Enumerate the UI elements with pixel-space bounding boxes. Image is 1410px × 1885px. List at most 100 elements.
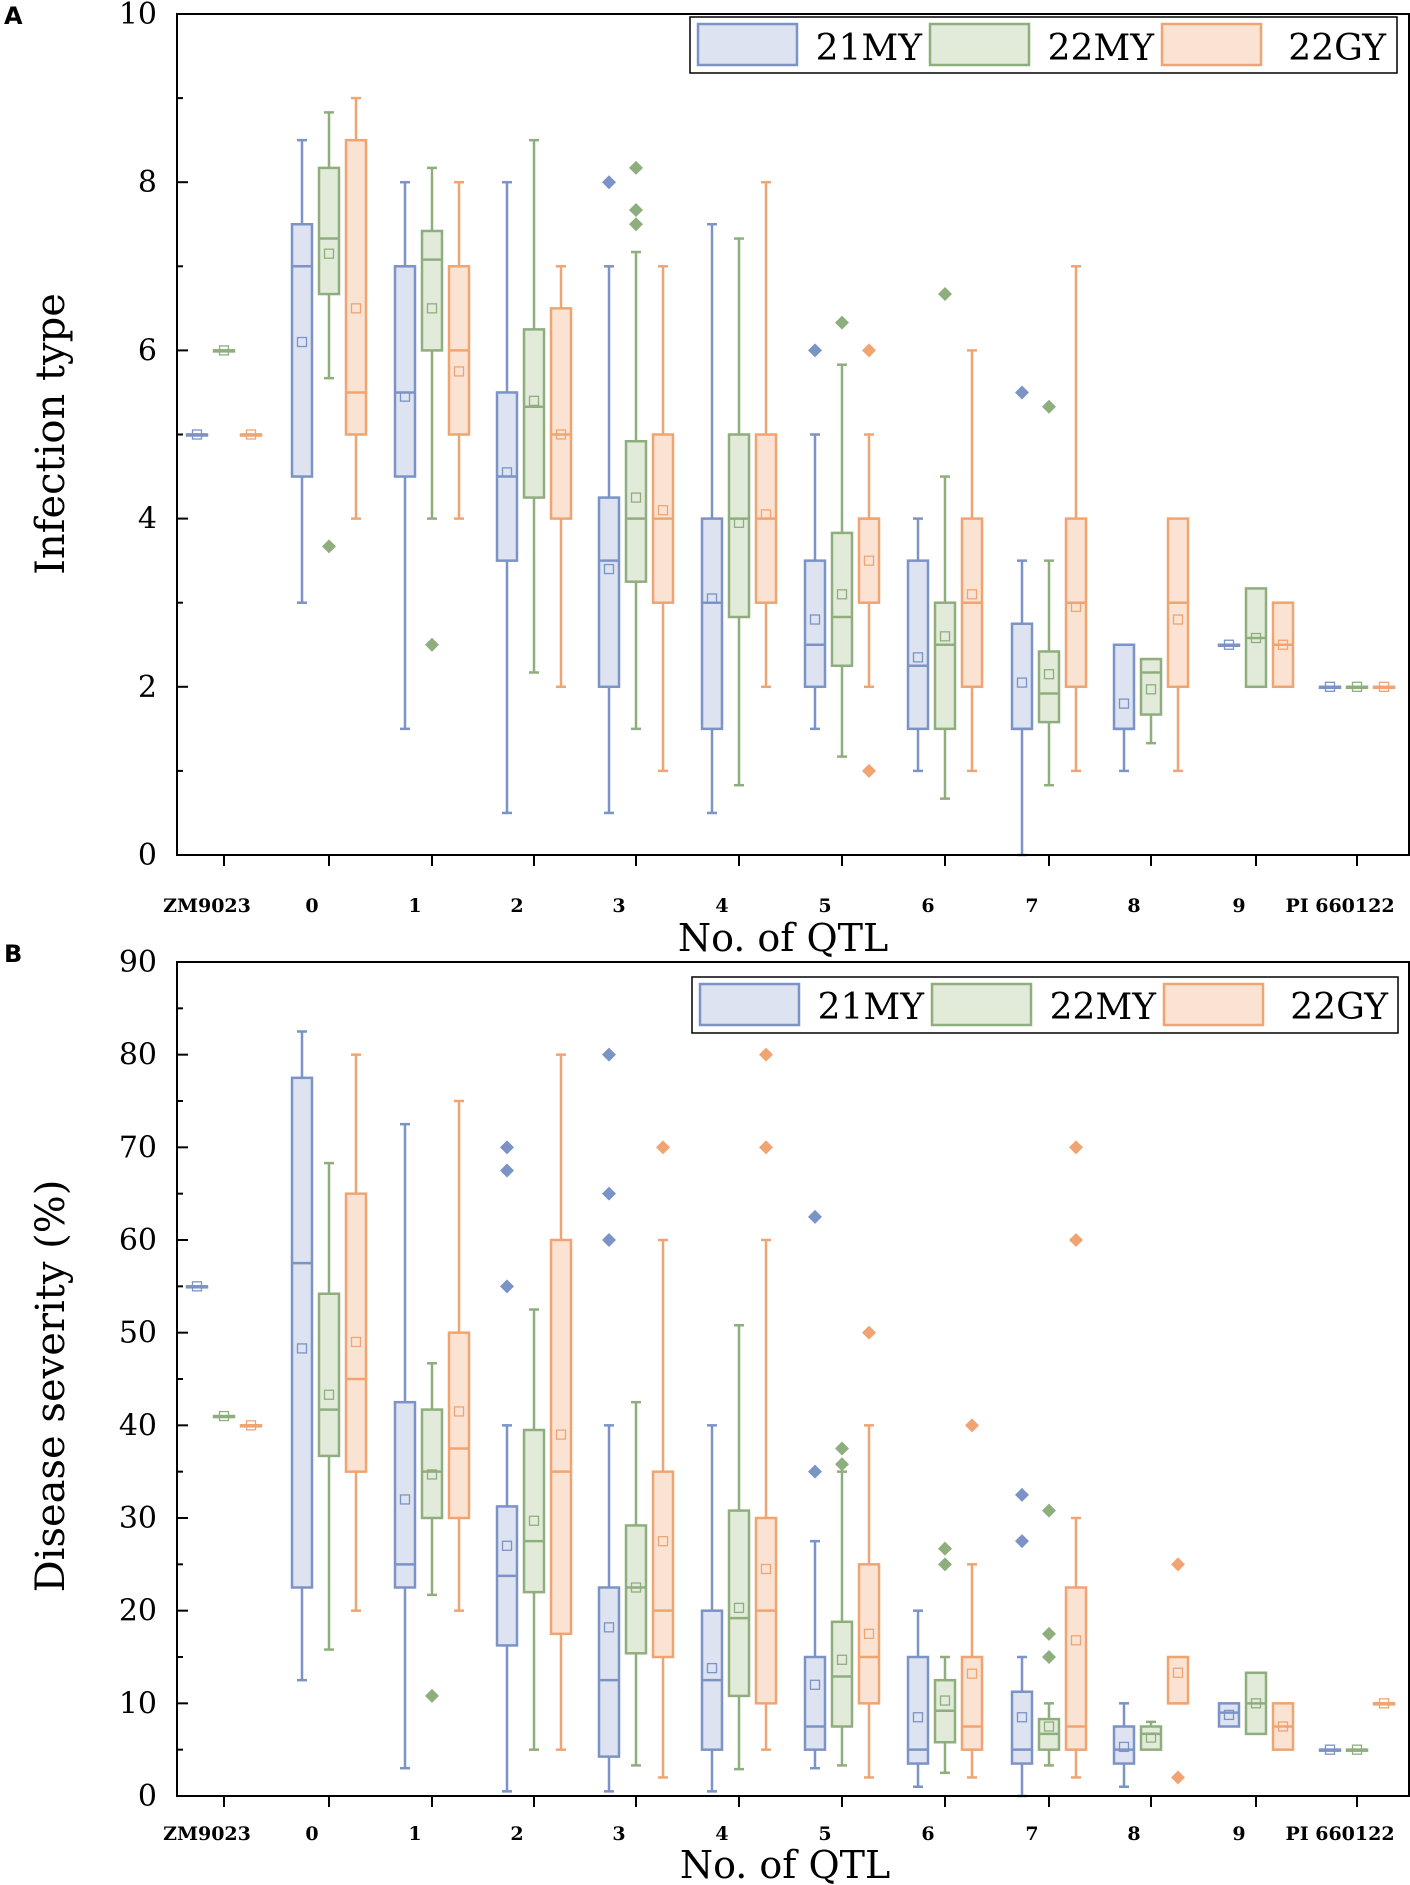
- y-tick-label-a: 0: [138, 838, 157, 873]
- box-b-22gy-11: [1372, 1698, 1396, 1709]
- outlier-point: [1042, 1626, 1056, 1641]
- mean-marker: [966, 1668, 978, 1679]
- legend-swatch-22gy: [1162, 982, 1265, 1027]
- box-b-22gy-9: [1166, 1557, 1190, 1785]
- box-a-22gy-5: [754, 180, 778, 689]
- mean-marker: [528, 395, 540, 407]
- mean-marker: [528, 1515, 540, 1526]
- y-tick-label-b: 20: [119, 1594, 157, 1629]
- box-b-22my-0: [212, 1410, 236, 1422]
- legend-label-22my: 22MY: [1048, 28, 1156, 69]
- mean-marker: [191, 429, 203, 440]
- mean-marker: [760, 1563, 772, 1575]
- legend-swatch-22gy: [1160, 22, 1263, 67]
- panel-b: B 0 10 20 30 40 50 60 70 80 90 ZM9023 0 1 2 3 4 5 6 7 8 9 PI …: [4, 940, 1410, 1885]
- mean-marker: [809, 614, 821, 625]
- x-axis-label-b: No. of QTL: [680, 1843, 890, 1885]
- outlier-point: [425, 637, 439, 652]
- x-tick-label-a: 7: [1025, 895, 1038, 917]
- x-tick-label-b: 0: [305, 1823, 318, 1845]
- x-tick-label-a: 6: [921, 895, 934, 917]
- box-b-22gy-7: [960, 1418, 984, 1779]
- box-b-21my-4: [597, 1047, 621, 1793]
- box-iqr: [420, 229, 444, 352]
- box-a-22gy-2: [447, 180, 471, 520]
- mean-marker: [939, 1695, 951, 1706]
- mean-marker: [630, 1582, 642, 1593]
- box-iqr: [1010, 622, 1034, 731]
- legend-label-22my: 22MY: [1050, 987, 1158, 1028]
- x-tick-label-b: 1: [408, 1823, 421, 1845]
- outlier-point: [938, 1541, 952, 1556]
- box-b-21my-6: [803, 1209, 827, 1770]
- mean-marker: [1172, 1667, 1184, 1678]
- x-tick-label-b: 3: [612, 1823, 625, 1845]
- box-iqr: [700, 517, 724, 731]
- box-iqr: [597, 496, 621, 689]
- box-iqr: [597, 1586, 621, 1758]
- box-b-22my-7: [933, 1541, 957, 1775]
- box-a-22gy-3: [549, 265, 573, 689]
- outlier-point: [1015, 1487, 1029, 1502]
- box-b-22gy-6: [857, 1325, 881, 1779]
- outlier-point: [965, 1418, 979, 1433]
- box-b-21my-8: [1010, 1487, 1034, 1798]
- box-iqr: [803, 1655, 827, 1751]
- mean-marker: [912, 1712, 924, 1723]
- outlier-point: [629, 160, 643, 175]
- mean-marker: [350, 303, 362, 314]
- mean-marker: [603, 563, 615, 575]
- box-a-22gy-6: [857, 343, 881, 778]
- box-iqr: [317, 1292, 341, 1458]
- box-iqr: [933, 601, 957, 731]
- y-tick-label-b: 90: [119, 945, 157, 980]
- box-iqr: [1010, 1690, 1034, 1765]
- box-iqr: [1037, 650, 1061, 724]
- y-tick-label-b: 70: [119, 1130, 157, 1165]
- x-tick-label-a: 9: [1232, 895, 1245, 917]
- box-iqr: [549, 307, 573, 520]
- box-a-21my-6: [803, 343, 827, 731]
- box-b-21my-3: [495, 1140, 519, 1793]
- box-b-22my-8: [1037, 1503, 1061, 1767]
- y-tick-label-b: 10: [119, 1686, 157, 1721]
- mean-marker: [323, 1389, 335, 1400]
- outlier-point: [1042, 1650, 1056, 1664]
- mean-marker: [657, 1536, 669, 1547]
- mean-marker: [630, 492, 642, 503]
- y-tick-label-b: 80: [119, 1038, 157, 1073]
- x-tick-label-b: 7: [1025, 1823, 1038, 1845]
- mean-marker: [1351, 681, 1363, 692]
- x-tick-label-b: 5: [818, 1823, 831, 1845]
- legend-b: 21MY 22MY 22GY: [691, 976, 1399, 1034]
- box-a-21my-5: [700, 223, 724, 815]
- legend-label-22gy: 22GY: [1290, 987, 1389, 1028]
- box-a-22my-2: [420, 166, 444, 652]
- outlier-point: [759, 1047, 773, 1062]
- mean-marker: [1277, 639, 1289, 650]
- box-b-21my-0: [185, 1281, 209, 1292]
- outlier-point: [602, 175, 616, 190]
- x-tick-label-b: 6: [921, 1823, 934, 1845]
- x-tick-label-b: 9: [1232, 1823, 1245, 1845]
- mean-marker: [863, 555, 875, 566]
- box-a-22my-7: [933, 287, 957, 800]
- box-iqr: [549, 1238, 573, 1636]
- outlier-point: [629, 217, 643, 232]
- box-iqr: [1064, 1586, 1088, 1751]
- mean-marker: [706, 593, 718, 604]
- box-b-22my-5: [727, 1324, 751, 1771]
- mean-marker: [1145, 1732, 1157, 1743]
- y-tick-label-a: 10: [119, 0, 157, 32]
- mean-marker: [1378, 681, 1390, 692]
- box-b-22gy-2: [447, 1099, 471, 1612]
- outlier-point: [500, 1140, 514, 1155]
- mean-marker: [245, 429, 257, 440]
- mean-marker: [836, 1654, 848, 1665]
- x-axis-label-a: No. of QTL: [678, 916, 888, 960]
- mean-marker: [863, 1628, 875, 1639]
- box-iqr: [317, 166, 341, 296]
- box-iqr: [1112, 1725, 1136, 1765]
- outlier-point: [1015, 1534, 1029, 1549]
- box-a-21my-8: [1010, 385, 1034, 857]
